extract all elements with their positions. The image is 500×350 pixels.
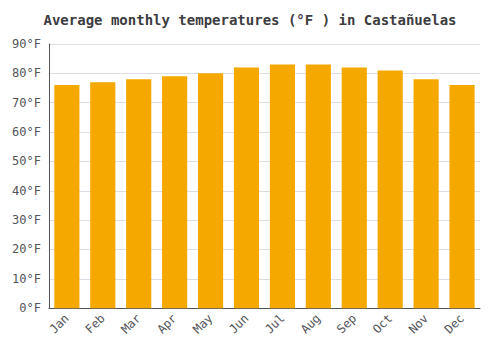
svg-text:May: May [190,311,215,336]
svg-text:70°F: 70°F [12,96,41,110]
svg-text:90°F: 90°F [12,37,41,51]
svg-text:Mar: Mar [118,311,143,336]
svg-text:30°F: 30°F [12,213,41,227]
svg-text:0°F: 0°F [19,301,41,315]
svg-text:Aug: Aug [298,311,323,336]
svg-text:Average monthly temperatures (: Average monthly temperatures (°F ) in Ca… [43,12,456,28]
svg-text:Sep: Sep [334,311,359,336]
svg-text:Jul: Jul [262,311,287,336]
svg-text:10°F: 10°F [12,272,41,286]
svg-text:50°F: 50°F [12,154,41,168]
svg-text:Jan: Jan [47,311,72,336]
svg-text:20°F: 20°F [12,242,41,256]
svg-text:60°F: 60°F [12,125,41,139]
svg-text:80°F: 80°F [12,66,41,80]
svg-text:Oct: Oct [370,311,395,336]
svg-text:Jun: Jun [226,311,251,336]
svg-text:40°F: 40°F [12,184,41,198]
svg-text:Apr: Apr [154,311,179,336]
svg-text:Feb: Feb [83,311,108,336]
svg-text:Dec: Dec [442,311,467,336]
svg-text:Nov: Nov [406,311,431,336]
